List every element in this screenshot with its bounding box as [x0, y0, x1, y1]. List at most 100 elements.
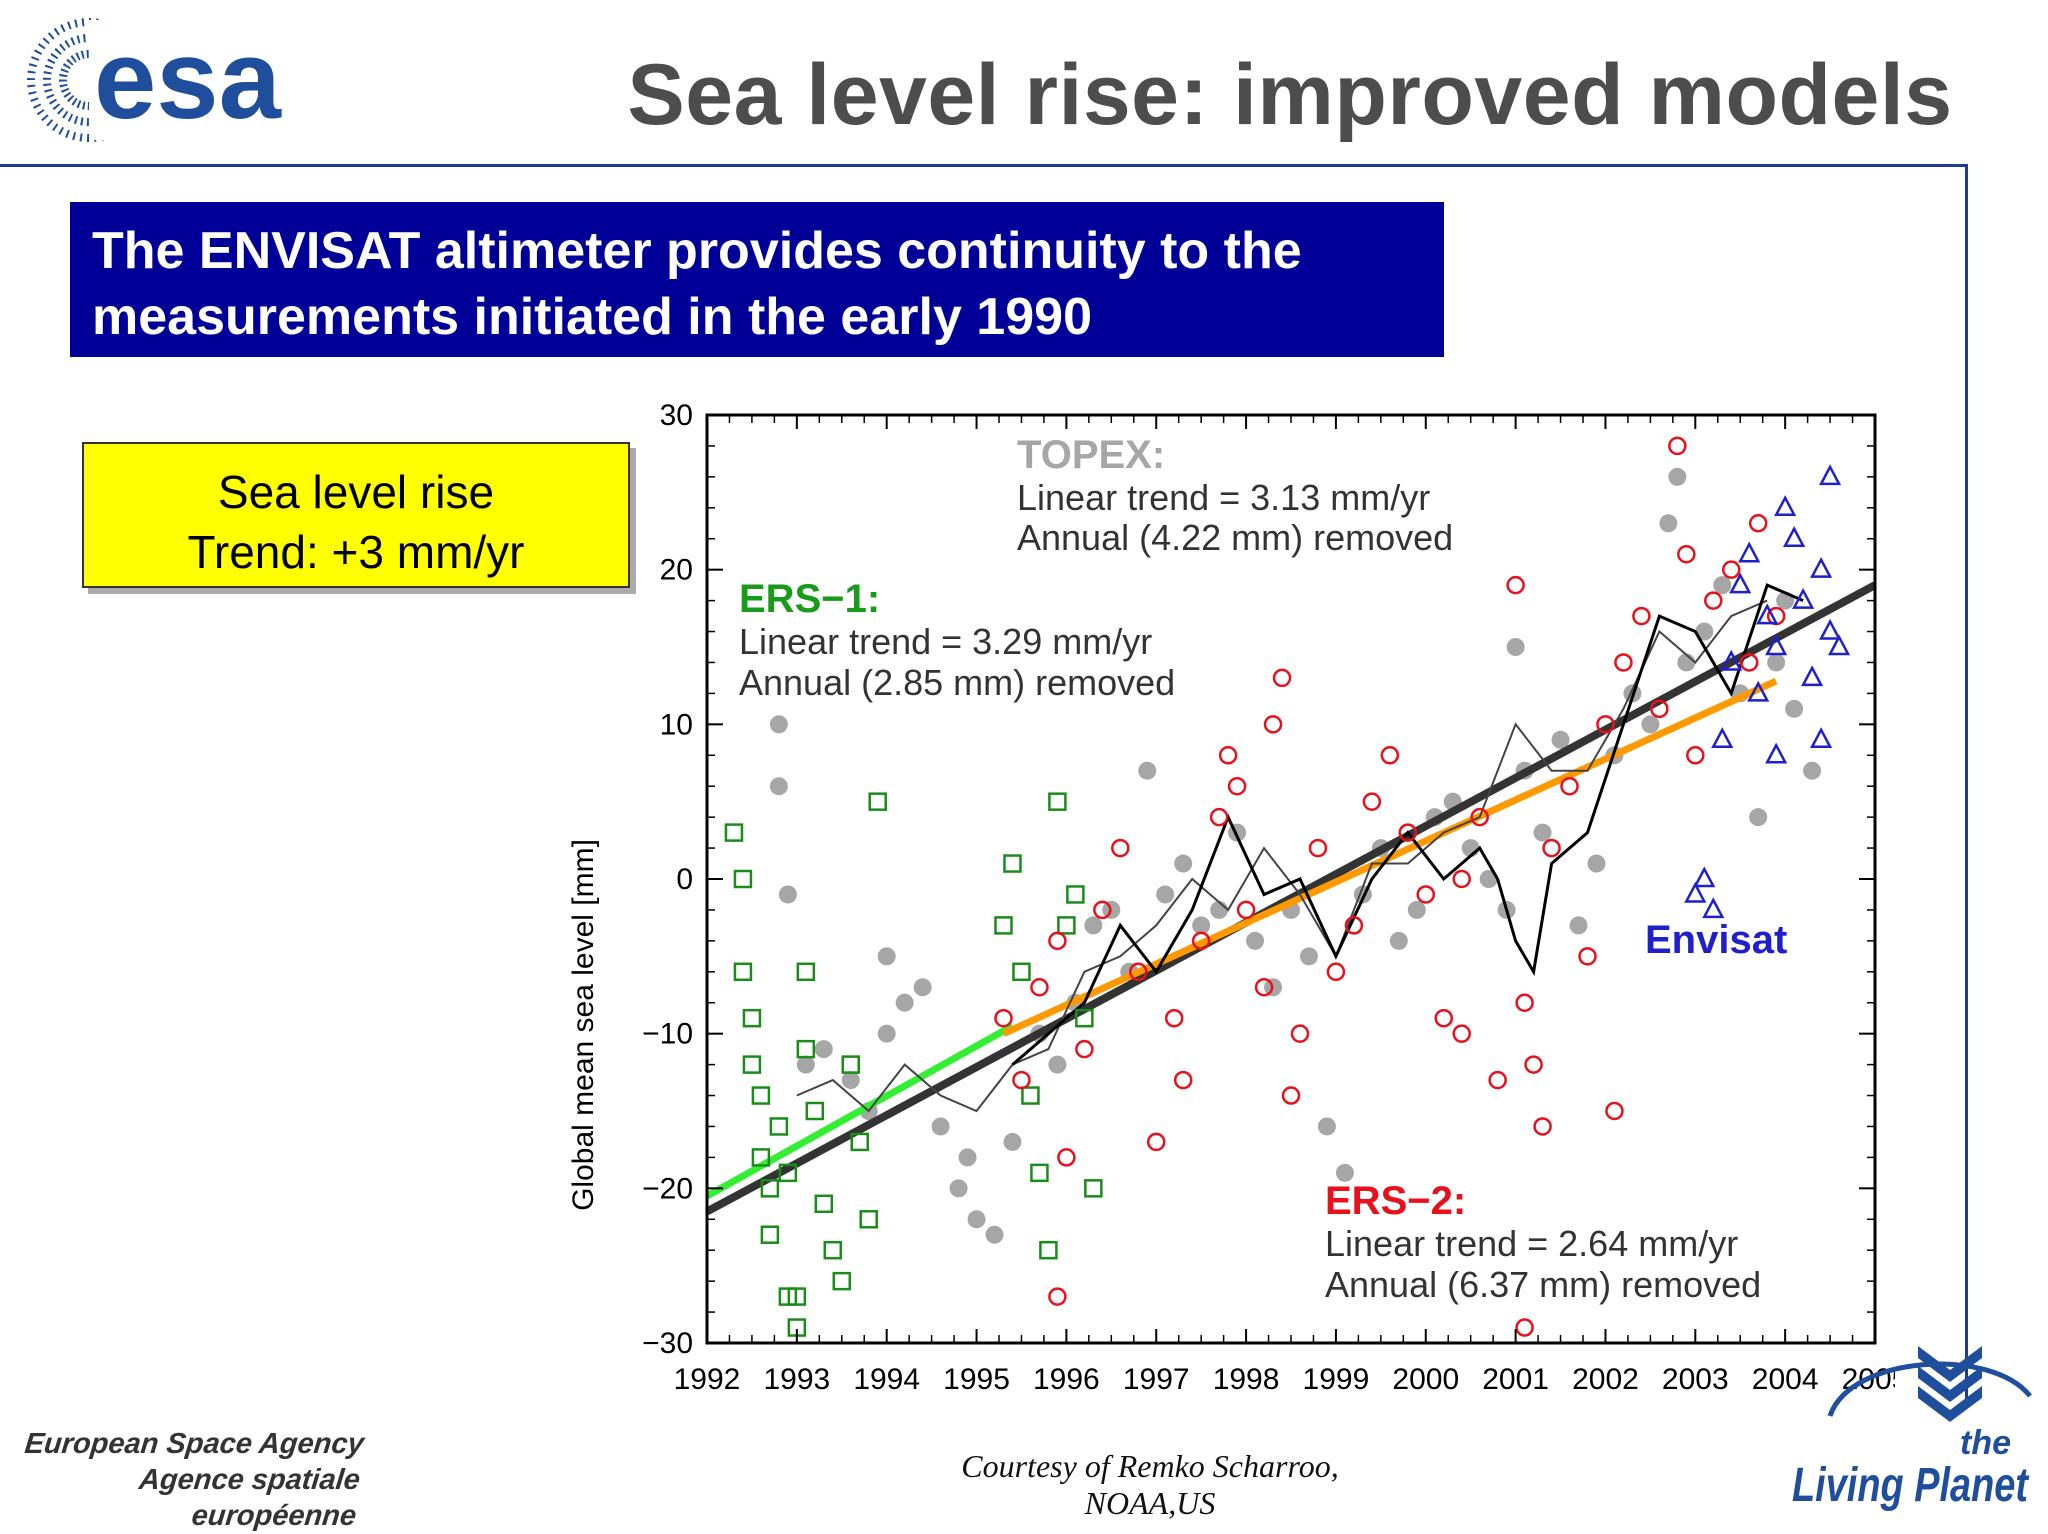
topex-point: [1335, 1163, 1354, 1182]
topex-point: [1767, 653, 1786, 672]
topex-point: [949, 1179, 968, 1198]
ers2-point: [1515, 993, 1534, 1012]
ers2-point: [1308, 838, 1328, 858]
topex-point: [1003, 1132, 1022, 1151]
ers2-point: [1362, 792, 1382, 811]
plot-layer: [705, 436, 1877, 1337]
ers1-point: [742, 1055, 762, 1074]
y-tick-label: 0: [676, 863, 693, 896]
ers1-point: [1021, 1086, 1040, 1105]
topex-point: [1299, 947, 1318, 966]
ers1-point: [742, 1008, 762, 1028]
ers2-point: [1263, 715, 1283, 734]
topex-point: [1659, 514, 1678, 533]
envisat-point: [1801, 665, 1824, 687]
axis-layer: 1992 1993 1994 1995 1996 1997 1998 1999 2000 2001…: [642, 399, 1895, 1396]
topex-point: [1668, 467, 1687, 486]
envisat-point: [1720, 649, 1743, 671]
topex-point: [958, 1148, 977, 1167]
orbit-arc-icon: [1827, 1361, 2032, 1417]
y-tick-label: 10: [660, 708, 693, 741]
envisat-point: [1783, 526, 1806, 547]
ers1-point: [1066, 885, 1085, 904]
ers2-point: [1452, 1024, 1471, 1043]
ers2-point: [1173, 1070, 1193, 1090]
x-tick-label: 1995: [943, 1363, 1010, 1396]
ers1-point: [760, 1179, 780, 1198]
ers2-point: [1012, 1070, 1031, 1090]
agency-name-fr: Agence spatiale européenne: [137, 1464, 362, 1532]
ers1-point: [1003, 854, 1022, 873]
ers1-point: [769, 1117, 789, 1136]
ers2-point: [1470, 807, 1489, 827]
x-tick-label: 2004: [1752, 1363, 1819, 1396]
envisat-point: [1693, 866, 1716, 888]
topex-point: [1210, 900, 1229, 919]
topex-point: [1246, 931, 1265, 950]
ers1-point: [1048, 792, 1067, 811]
ers2-point: [1533, 1117, 1552, 1136]
ers2-point: [1704, 591, 1723, 610]
y-tick-label: −30: [642, 1327, 693, 1360]
ers1-point: [751, 1148, 771, 1167]
ers1-point: [832, 1271, 852, 1291]
ers1-point: [868, 792, 887, 811]
topex-point: [967, 1210, 986, 1229]
ers2-point: [1596, 715, 1615, 734]
ers1-point: [787, 1287, 807, 1306]
ers2-point: [1048, 931, 1067, 951]
sea-level-chart: 1992 1993 1994 1995 1996 1997 1998 1999 2000 2001…: [567, 399, 1895, 1396]
y-tick-label: −10: [642, 1018, 693, 1051]
y-tick-label: 30: [660, 399, 693, 432]
ers2-point: [1254, 978, 1274, 997]
ers2-point: [1281, 1086, 1301, 1105]
ers1-point: [1039, 1240, 1058, 1260]
topex-point: [985, 1225, 1004, 1244]
ers2-point: [1668, 436, 1687, 456]
topex-point: [877, 947, 896, 966]
x-tick-label: 2002: [1572, 1363, 1639, 1396]
ers1-point: [1075, 1008, 1094, 1028]
ers2-point: [1416, 885, 1436, 904]
y-tick-label: −20: [642, 1172, 693, 1205]
topex-point: [1156, 885, 1175, 904]
ers2-point: [1272, 668, 1292, 688]
x-tick-label: 1998: [1213, 1363, 1280, 1396]
ers2-point: [1326, 962, 1346, 982]
ers2-point: [1524, 1055, 1543, 1074]
ers2-point: [1030, 978, 1049, 997]
trend-box-line-1: Sea level rise: [217, 466, 495, 518]
ers2-point: [1721, 560, 1741, 579]
ers1-point: [1057, 916, 1076, 935]
topex-point: [1569, 916, 1588, 935]
topex-annual: Annual (4.22 mm) removed: [1017, 517, 1453, 558]
ers1-point: [823, 1240, 843, 1260]
topex-point: [1192, 916, 1211, 935]
trend-line-ers-1: [705, 1022, 1015, 1200]
ers2-trend: Linear trend = 2.64 mm/yr: [1325, 1223, 1738, 1264]
topex-point: [1713, 576, 1732, 595]
y-axis-label: Global mean sea level [mm]: [567, 839, 600, 1211]
running-mean-topex-line: [796, 599, 1768, 1113]
topex-point: [1533, 823, 1552, 842]
topex-point: [1677, 653, 1696, 672]
ers1-point: [994, 916, 1013, 935]
running-mean-ers-line: [1011, 583, 1804, 1066]
topex-point: [1695, 622, 1714, 641]
ers2-point: [1677, 544, 1696, 564]
topex-trend: Linear trend = 3.13 mm/yr: [1017, 477, 1430, 518]
envisat-point: [1711, 727, 1734, 749]
topex-point: [1641, 715, 1660, 734]
living-planet-logo: the Living Planet: [1792, 1346, 2032, 1512]
x-tick-label: 1996: [1033, 1363, 1100, 1396]
ers2-point: [1452, 869, 1471, 889]
ers2-point: [1129, 962, 1148, 982]
envisat-point: [1810, 556, 1833, 578]
ers2-point: [1111, 838, 1130, 858]
ers2-point: [1146, 1132, 1166, 1152]
ers2-point: [1093, 900, 1112, 920]
globe-icon: [27, 18, 159, 142]
ers1-point: [859, 1210, 878, 1229]
topex-point: [769, 715, 788, 734]
ers2-point: [1542, 838, 1561, 858]
